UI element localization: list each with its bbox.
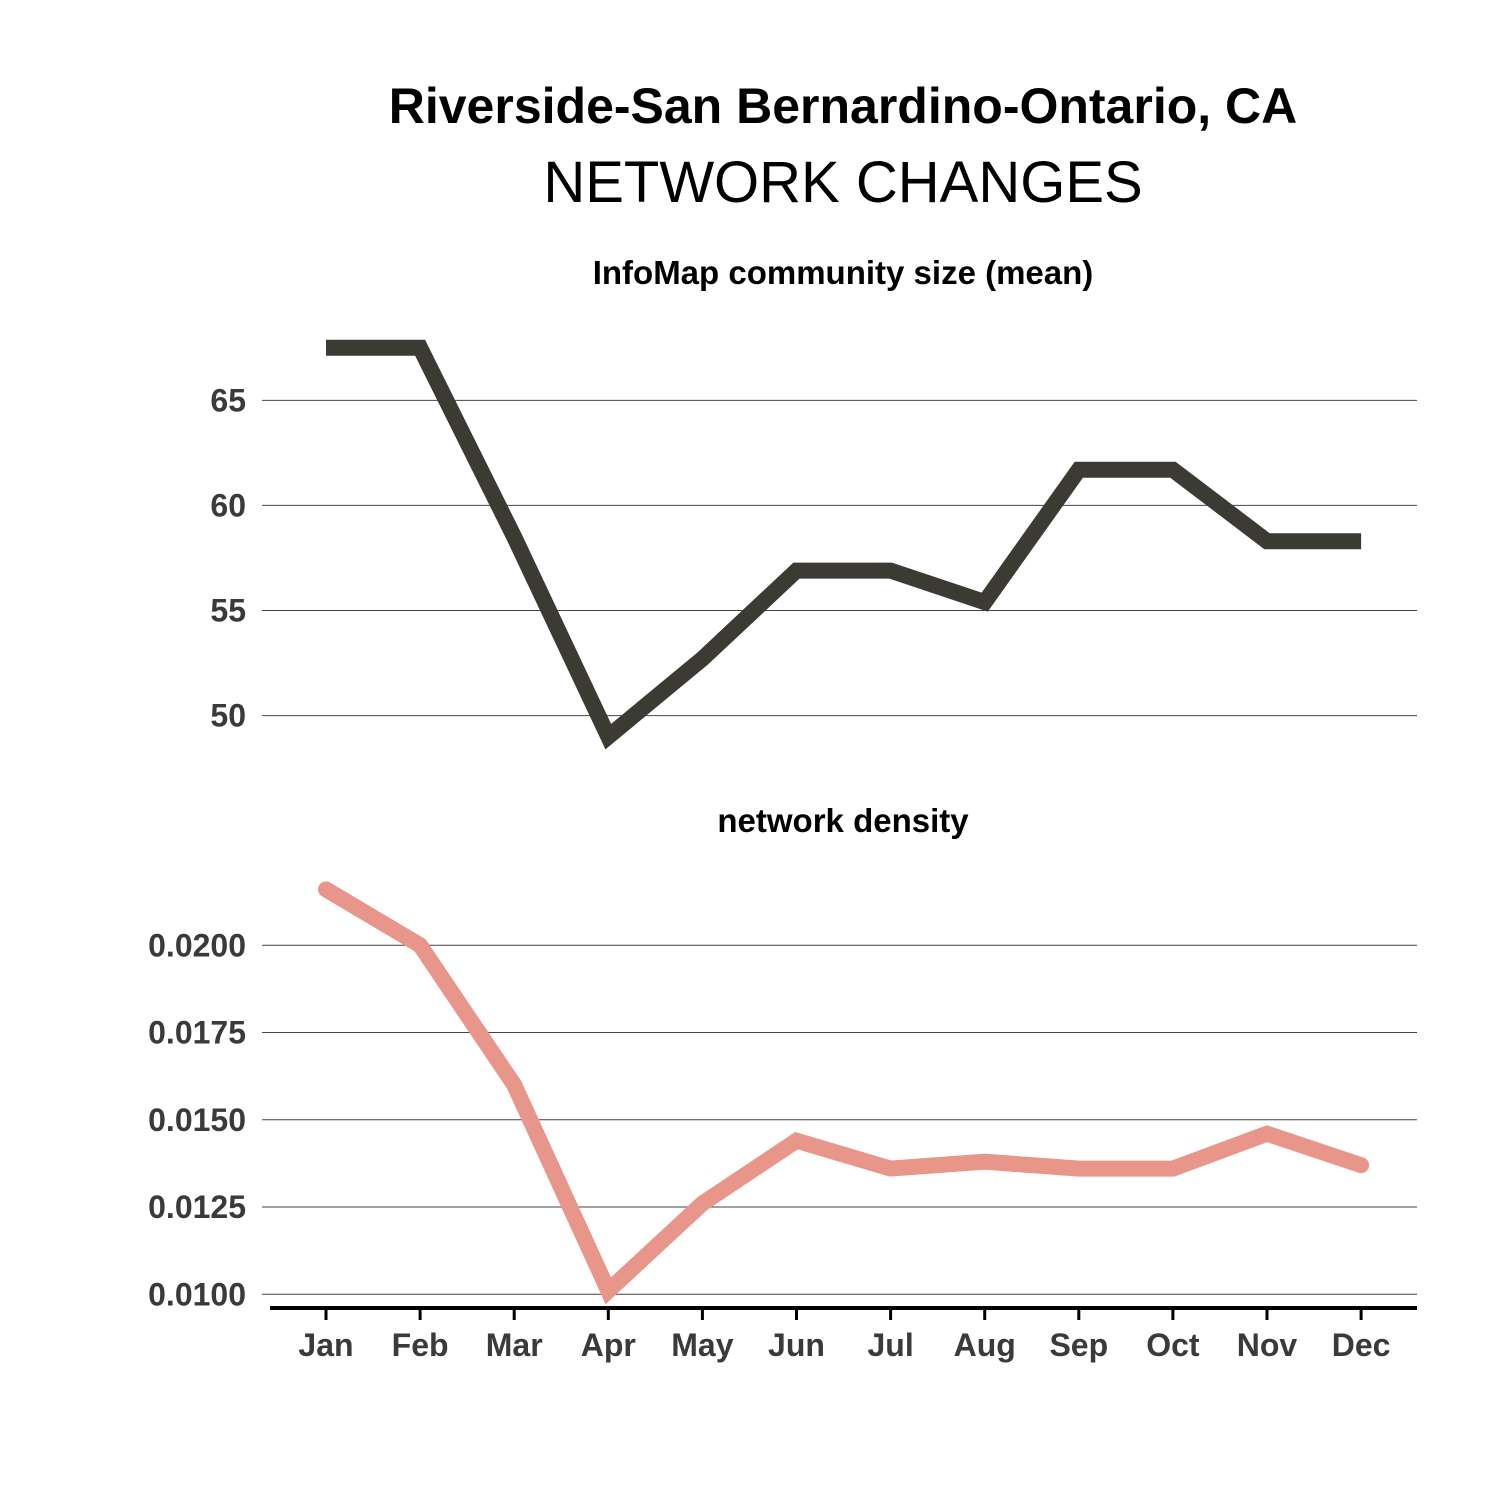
x-tick-label-oct: Oct — [1146, 1327, 1200, 1363]
community-size-y-tick-label: 60 — [210, 487, 246, 523]
network-density-panel-title: network density — [717, 802, 969, 839]
x-tick-label-jun: Jun — [768, 1327, 825, 1363]
network-density-y-ticks: 0.0100 0.0125 0.0150 0.0175 0.0200 — [148, 927, 246, 1312]
x-tick-label-sep: Sep — [1049, 1327, 1108, 1363]
x-tick-label-mar: Mar — [486, 1327, 543, 1363]
chart-title: Riverside-San Bernardino-Ontario, CA — [389, 78, 1298, 134]
network-density-panel: network density 0.0100 0.0125 0.0150 0.0175… — [148, 802, 1417, 1312]
network-density-gridlines — [262, 944, 1417, 1295]
x-axis: Jan Feb Mar Apr May Jun Jul Aug Sep Oct Nov Dec — [270, 1306, 1417, 1363]
community-size-gridlines — [262, 399, 1417, 717]
network-density-line — [318, 881, 1370, 1305]
x-tick-label-apr: Apr — [581, 1327, 636, 1363]
network-density-y-tick-label: 0.0175 — [148, 1015, 246, 1051]
network-density-series — [318, 881, 1370, 1305]
chart-subtitle: NETWORK CHANGES — [543, 150, 1142, 215]
network-density-y-tick-label: 0.0150 — [148, 1102, 246, 1138]
community-size-panel: InfoMap community size (mean) 50 55 60 65 — [210, 254, 1417, 750]
x-axis-ticks: Jan Feb Mar Apr May Jun Jul Aug Sep Oct Nov Dec — [298, 1308, 1390, 1363]
community-size-panel-title: InfoMap community size (mean) — [593, 254, 1094, 291]
x-tick-label-may: May — [671, 1327, 733, 1363]
network-density-y-tick-label: 0.0125 — [148, 1189, 246, 1225]
community-size-line — [326, 339, 1362, 750]
x-tick-label-feb: Feb — [392, 1327, 449, 1363]
network-density-y-tick-label: 0.0100 — [148, 1276, 246, 1312]
x-tick-label-nov: Nov — [1237, 1327, 1298, 1363]
x-tick-label-jul: Jul — [867, 1327, 913, 1363]
x-tick-label-jan: Jan — [298, 1327, 353, 1363]
x-tick-label-aug: Aug — [954, 1327, 1016, 1363]
network-density-y-tick-label: 0.0200 — [148, 927, 246, 963]
community-size-y-ticks: 50 55 60 65 — [210, 382, 246, 733]
x-tick-label-dec: Dec — [1332, 1327, 1391, 1363]
community-size-y-tick-label: 50 — [210, 698, 246, 734]
community-size-y-tick-label: 65 — [210, 382, 246, 418]
community-size-series — [325, 339, 1362, 750]
community-size-y-tick-label: 55 — [210, 592, 246, 628]
